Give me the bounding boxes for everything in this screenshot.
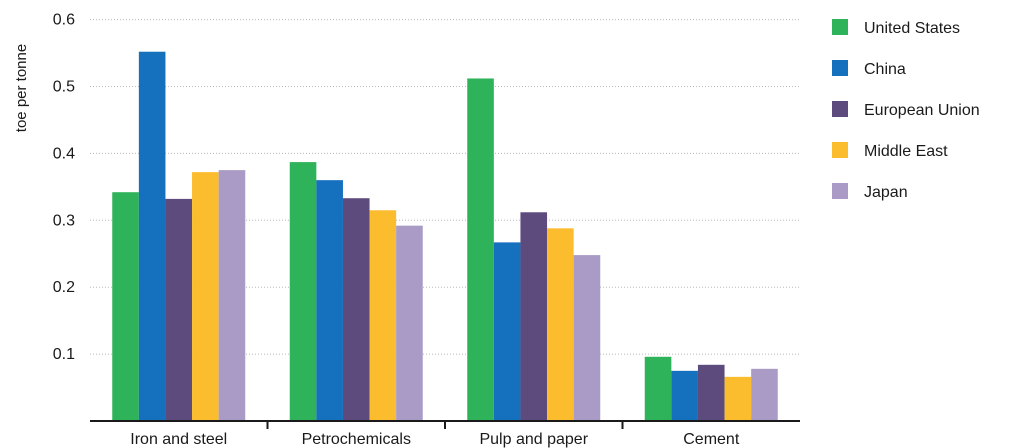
legend-label: European Union	[864, 102, 980, 119]
legend-label: Japan	[864, 184, 908, 201]
y-tick-label: 0.3	[53, 212, 75, 229]
axes	[90, 420, 800, 429]
x-tick-label: Iron and steel	[130, 431, 227, 448]
legend-label: China	[864, 61, 906, 78]
y-tick-label: 0.6	[53, 12, 75, 29]
bar	[573, 255, 601, 421]
x-tick-label: Cement	[683, 431, 740, 448]
bar	[396, 225, 423, 421]
x-tick-label: Pulp and paper	[479, 431, 588, 448]
y-tick-label: 0.4	[53, 145, 75, 162]
bar	[165, 198, 193, 421]
bar	[520, 212, 548, 421]
bar	[316, 180, 343, 421]
bar	[369, 210, 397, 421]
legend-label: Middle East	[864, 143, 948, 160]
y-tick-label: 0.1	[53, 346, 75, 363]
bar	[138, 51, 166, 421]
legend-swatch	[832, 101, 848, 117]
bars	[112, 51, 778, 422]
legend: United States China European Union Middle E…	[832, 19, 980, 201]
y-axis-title: toe per tonne	[13, 44, 30, 132]
bar	[644, 356, 672, 421]
legend-label: United States	[864, 20, 960, 37]
legend-swatch	[832, 183, 848, 199]
legend-swatch	[832, 60, 848, 76]
legend-swatch	[832, 142, 848, 158]
bar	[342, 198, 370, 421]
y-tick-label: 0.2	[53, 279, 75, 296]
y-tick-label: 0.5	[53, 79, 75, 96]
bar	[218, 170, 246, 421]
bar	[547, 228, 574, 421]
bar	[467, 78, 494, 422]
category-labels: Iron and steel Petrochemicals Pulp and pap…	[130, 431, 740, 448]
bar	[697, 364, 725, 421]
x-tick-label: Petrochemicals	[302, 431, 411, 448]
bar	[751, 368, 778, 421]
legend-swatch	[832, 19, 848, 35]
bar	[112, 192, 139, 421]
bar	[493, 242, 521, 421]
bar	[724, 376, 752, 421]
y-tick-labels: 0.1 0.2 0.3 0.4 0.5 0.6	[53, 12, 75, 364]
grid-lines	[90, 19, 800, 355]
bar	[192, 172, 219, 421]
bar	[671, 370, 698, 421]
bar	[289, 162, 317, 422]
